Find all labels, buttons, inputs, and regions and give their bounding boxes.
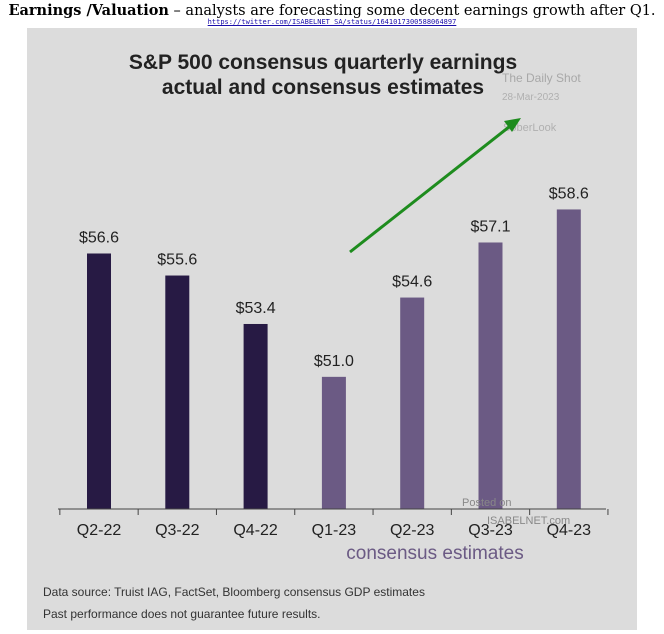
watermark-isabelnet: ISABELNET.com <box>487 515 570 527</box>
value-label-q2-22: $56.6 <box>79 229 119 246</box>
growth-arrow <box>349 121 515 254</box>
headline-bold: Earnings /Valuation <box>8 2 169 19</box>
bar-q1-23 <box>321 376 346 509</box>
watermark-posted-on: Posted on <box>462 497 512 509</box>
bar-q2-22 <box>87 253 111 509</box>
category-label-q4-22: Q4-22 <box>233 522 278 539</box>
value-label-q4-23: $58.6 <box>549 185 589 202</box>
chart-title-line2: actual and consensus estimates <box>162 76 484 99</box>
growth-arrow-head <box>504 118 521 132</box>
source-link[interactable]: https://twitter.com/ISABELNET_SA/status/… <box>207 18 457 26</box>
category-label-q2-22: Q2-22 <box>77 522 122 539</box>
footer-disclaimer: Past performance does not guarantee futu… <box>43 607 321 621</box>
earnings-bar-chart: S&P 500 consensus quarterly earnings act… <box>58 51 609 564</box>
value-label-q2-23: $54.6 <box>392 274 432 291</box>
category-label-q3-23: Q3-23 <box>468 522 513 539</box>
headline: Earnings /Valuation – analysts are forec… <box>0 2 664 19</box>
bar-q2-23 <box>400 297 425 509</box>
value-label-q3-23: $57.1 <box>470 218 510 235</box>
category-label-q1-23: Q1-23 <box>312 522 357 539</box>
headline-text: – analysts are forecasting some decent e… <box>168 3 656 19</box>
category-label-q2-23: Q2-23 <box>390 522 435 539</box>
bar-q4-22 <box>243 323 268 509</box>
x-axis-ticks <box>59 509 609 515</box>
category-label-q3-22: Q3-22 <box>155 522 200 539</box>
x-axis-label: consensus estimates <box>346 543 523 564</box>
watermark-date: 28-Mar-2023 <box>502 92 560 103</box>
chart-panel: S&P 500 consensus quarterly earnings act… <box>27 28 637 630</box>
bars-group: $56.6 Q2-22 $55.6 Q3-22 $53.4 Q4-22 $51.0 Q1-23… <box>77 185 591 539</box>
chart-title-line1: S&P 500 consensus quarterly earnings <box>129 51 517 74</box>
category-label-q4-23: Q4-23 <box>547 522 592 539</box>
value-label-q3-22: $55.6 <box>157 252 197 269</box>
footer-source: Data source: Truist IAG, FactSet, Bloomb… <box>43 585 425 599</box>
bar-q3-22 <box>165 275 190 509</box>
value-label-q4-22: $53.4 <box>236 300 276 317</box>
watermark-daily-shot: The Daily Shot <box>502 71 581 85</box>
bar-q4-23 <box>556 209 581 509</box>
bar-q3-23 <box>478 242 503 510</box>
value-label-q1-23: $51.0 <box>314 353 354 370</box>
